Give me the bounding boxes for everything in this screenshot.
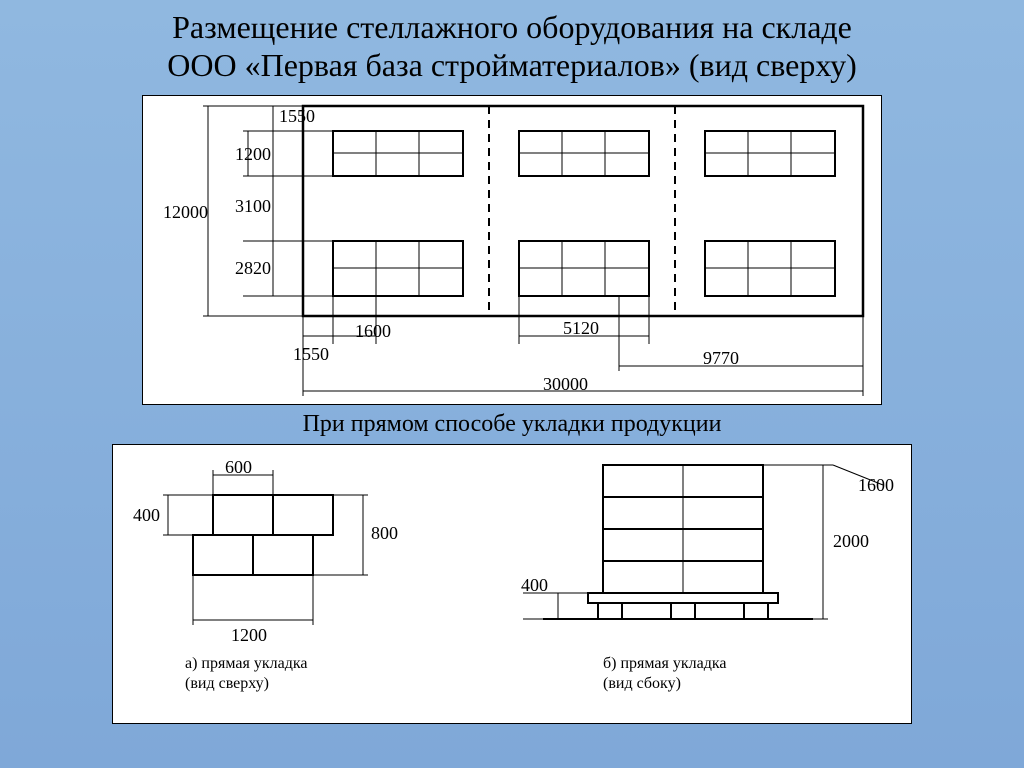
dim-1550-left: 1550	[293, 344, 329, 365]
dim-1550-top: 1550	[279, 106, 315, 127]
dim-5120: 5120	[563, 318, 599, 339]
dim-12000: 12000	[163, 202, 208, 223]
caption-b-2: (вид сбоку)	[603, 675, 681, 693]
dim-1600: 1600	[355, 321, 391, 342]
title-line-1: Размещение стеллажного оборудования на с…	[172, 9, 852, 45]
dim-1200: 1200	[235, 144, 271, 165]
dim-a-600: 600	[225, 457, 252, 478]
dim-a-1200: 1200	[231, 625, 267, 646]
dim-b-2000: 2000	[833, 531, 869, 552]
caption-a-2: (вид сверху)	[185, 675, 269, 693]
warehouse-svg	[143, 96, 883, 406]
dim-3100: 3100	[235, 196, 271, 217]
subtitle: При прямом способе укладки продукции	[0, 411, 1024, 438]
layout-a	[163, 470, 368, 625]
caption-a-1: а) прямая укладка	[185, 655, 307, 673]
title-line-2: ООО «Первая база стройматериалов» (вид с…	[167, 47, 857, 83]
stacking-diagram: 600 400 800 1200 а) прямая укладка (вид …	[112, 444, 912, 724]
dim-9770: 9770	[703, 348, 739, 369]
dim-a-800: 800	[371, 523, 398, 544]
dim-2820: 2820	[235, 258, 271, 279]
rack-row-2	[333, 241, 835, 296]
dim-b-400: 400	[521, 575, 548, 596]
dim-b-1600: 1600	[858, 475, 894, 496]
dim-30000: 30000	[543, 374, 588, 395]
main-title: Размещение стеллажного оборудования на с…	[0, 0, 1024, 89]
caption-b-1: б) прямая укладка	[603, 655, 727, 673]
layout-b	[523, 465, 883, 619]
rack-row-1	[333, 131, 835, 176]
warehouse-plan-diagram: 12000 1550 1200 3100 2820 1550 1600 5120…	[142, 95, 882, 405]
dim-a-400: 400	[133, 505, 160, 526]
